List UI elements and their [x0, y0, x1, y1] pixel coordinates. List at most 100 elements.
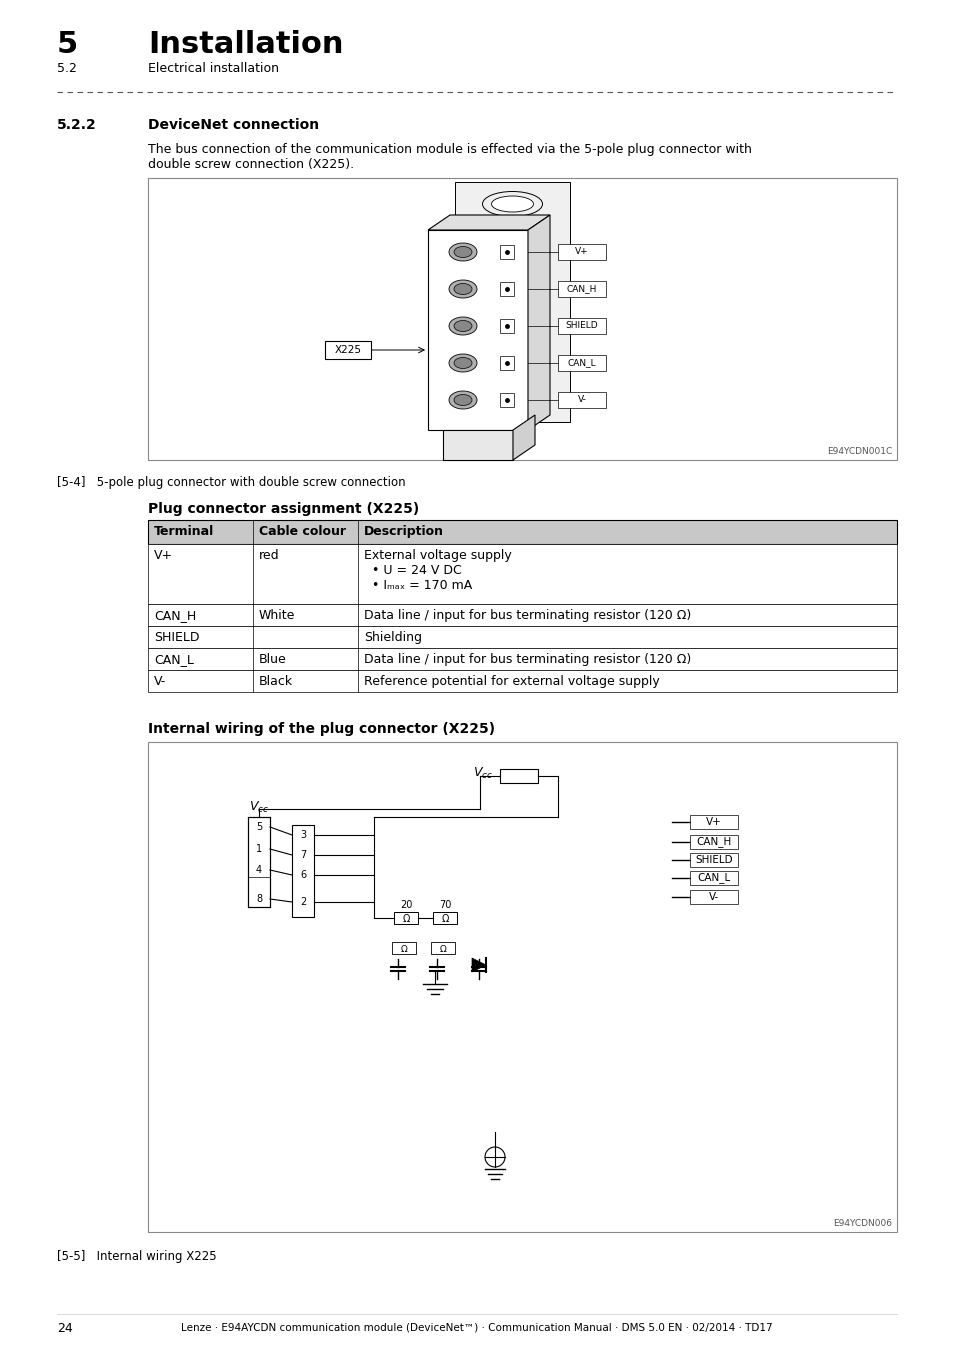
Text: Shielding: Shielding: [364, 630, 421, 644]
Bar: [148, 178, 896, 460]
Text: $\Omega$: $\Omega$: [401, 913, 410, 923]
Bar: [148, 544, 896, 603]
Polygon shape: [442, 431, 513, 460]
Text: CAN_L: CAN_L: [567, 359, 596, 367]
Text: Blue: Blue: [258, 653, 287, 666]
Text: Data line / input for bus terminating resistor (120 Ω): Data line / input for bus terminating re…: [364, 609, 691, 622]
Text: 2: 2: [299, 896, 306, 907]
Polygon shape: [428, 215, 550, 230]
Text: Plug connector assignment (X225): Plug connector assignment (X225): [148, 502, 418, 516]
Text: [5-4]   5-pole plug connector with double screw connection: [5-4] 5-pole plug connector with double …: [57, 477, 405, 489]
Text: 6: 6: [299, 869, 306, 880]
Text: CAN_L: CAN_L: [697, 872, 730, 883]
Text: Installation: Installation: [148, 30, 343, 59]
Text: CAN_L: CAN_L: [153, 653, 193, 666]
Text: SHIELD: SHIELD: [695, 855, 732, 865]
Text: 5: 5: [255, 822, 262, 832]
Ellipse shape: [454, 394, 472, 405]
Bar: [428, 230, 527, 431]
Bar: [499, 393, 514, 406]
Ellipse shape: [449, 354, 476, 373]
Bar: [394, 913, 417, 923]
Text: V+: V+: [575, 247, 588, 256]
Bar: [148, 648, 896, 670]
Text: $V_{cc}$: $V_{cc}$: [249, 801, 269, 815]
Bar: [499, 282, 514, 296]
Bar: [148, 603, 896, 626]
Bar: [292, 825, 314, 917]
Bar: [499, 319, 514, 333]
Bar: [148, 626, 896, 648]
Text: Electrical installation: Electrical installation: [148, 62, 278, 76]
Text: $\Omega$: $\Omega$: [399, 942, 408, 953]
Ellipse shape: [449, 243, 476, 261]
Text: Data line / input for bus terminating resistor (120 Ω): Data line / input for bus terminating re…: [364, 653, 691, 666]
Text: red: red: [258, 549, 279, 562]
Text: 1: 1: [255, 844, 262, 855]
Bar: [558, 392, 605, 408]
Text: 70: 70: [438, 900, 451, 910]
Bar: [558, 319, 605, 333]
Text: E94YCDN001C: E94YCDN001C: [826, 447, 891, 456]
Bar: [689, 871, 738, 886]
Bar: [148, 743, 896, 1233]
Bar: [689, 815, 738, 829]
Bar: [392, 942, 416, 954]
Text: 3: 3: [299, 830, 306, 840]
Text: Description: Description: [364, 525, 443, 539]
Text: V-: V-: [577, 396, 586, 405]
Text: double screw connection (X225).: double screw connection (X225).: [148, 158, 354, 171]
Bar: [248, 817, 270, 907]
Text: Internal wiring of the plug connector (X225): Internal wiring of the plug connector (X…: [148, 722, 495, 736]
Text: X225: X225: [335, 346, 361, 355]
Text: V-: V-: [708, 892, 719, 902]
Bar: [499, 769, 537, 783]
Bar: [558, 244, 605, 261]
Bar: [689, 836, 738, 849]
Text: 24: 24: [57, 1322, 72, 1335]
Text: $\Omega$: $\Omega$: [440, 913, 449, 923]
Ellipse shape: [491, 196, 533, 212]
Text: $V_{cc}$: $V_{cc}$: [473, 765, 493, 782]
Text: Lenze · E94AYCDN communication module (DeviceNet™) · Communication Manual · DMS : Lenze · E94AYCDN communication module (D…: [181, 1322, 772, 1332]
Text: Black: Black: [258, 675, 293, 688]
Bar: [148, 670, 896, 693]
Text: 5.2: 5.2: [57, 62, 77, 76]
Text: $\Omega$: $\Omega$: [438, 942, 447, 953]
Ellipse shape: [482, 192, 542, 216]
Bar: [689, 890, 738, 905]
Text: Terminal: Terminal: [153, 525, 214, 539]
Ellipse shape: [449, 279, 476, 298]
Polygon shape: [455, 182, 569, 423]
Text: 5.2.2: 5.2.2: [57, 117, 96, 132]
Text: White: White: [258, 609, 295, 622]
Text: CAN_H: CAN_H: [153, 609, 196, 622]
Ellipse shape: [454, 320, 472, 332]
Text: 7: 7: [299, 850, 306, 860]
Text: 5: 5: [57, 30, 78, 59]
Polygon shape: [527, 215, 550, 431]
Text: • Iₘₐₓ = 170 mA: • Iₘₐₓ = 170 mA: [372, 579, 472, 593]
Text: V+: V+: [705, 817, 721, 828]
Text: SHIELD: SHIELD: [153, 630, 199, 644]
Ellipse shape: [449, 392, 476, 409]
Text: V-: V-: [153, 675, 166, 688]
Ellipse shape: [449, 317, 476, 335]
Bar: [431, 942, 455, 954]
Ellipse shape: [454, 247, 472, 258]
Ellipse shape: [454, 358, 472, 369]
Bar: [558, 281, 605, 297]
Text: SHIELD: SHIELD: [565, 321, 598, 331]
Text: DeviceNet connection: DeviceNet connection: [148, 117, 319, 132]
Text: 4: 4: [255, 865, 262, 875]
Text: 20: 20: [399, 900, 412, 910]
Bar: [148, 520, 896, 544]
Bar: [325, 342, 371, 359]
Text: CAN_H: CAN_H: [696, 837, 731, 848]
Text: V+: V+: [153, 549, 172, 562]
Polygon shape: [472, 958, 485, 972]
Bar: [499, 356, 514, 370]
Text: • U = 24 V DC: • U = 24 V DC: [372, 564, 461, 576]
Bar: [433, 913, 456, 923]
Text: External voltage supply: External voltage supply: [364, 549, 511, 562]
